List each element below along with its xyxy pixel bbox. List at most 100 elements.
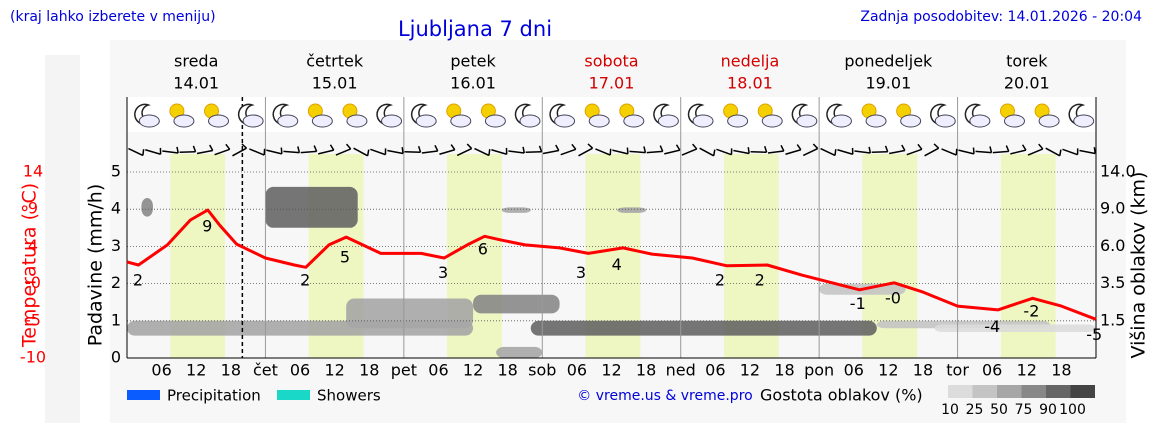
wind-barb xyxy=(820,147,837,157)
title: Ljubljana 7 dni xyxy=(398,17,552,41)
weather-icon xyxy=(861,103,887,128)
x-tick-label: 12 xyxy=(740,361,760,380)
y-tick-label: 4 xyxy=(111,199,121,218)
temperature-extreme-label: 9 xyxy=(202,216,212,235)
cloud xyxy=(727,114,749,128)
barb-shaft xyxy=(664,149,681,155)
barb-shaft xyxy=(992,150,1009,154)
wind-barb xyxy=(128,147,145,157)
day-name: petek xyxy=(450,52,496,71)
wind-barb xyxy=(785,144,802,155)
x-tick-label: 06 xyxy=(705,361,725,380)
weather-icon xyxy=(619,103,645,128)
wind-barb xyxy=(353,147,370,157)
barb-shaft xyxy=(1045,147,1061,157)
barb-shaft xyxy=(699,147,715,157)
barb-shaft xyxy=(560,148,577,156)
density-swatch xyxy=(948,385,973,398)
x-tick-label: 06 xyxy=(982,361,1002,380)
barb-flag xyxy=(192,145,197,153)
temperature-tick-label: -5 xyxy=(25,310,41,329)
cloud xyxy=(588,114,610,128)
barb-flag xyxy=(834,149,837,156)
barb-flag xyxy=(225,143,231,150)
weather-icon xyxy=(1068,103,1095,128)
barb-flag xyxy=(1005,145,1010,152)
day-name: sreda xyxy=(174,52,218,71)
wind-barb xyxy=(560,143,577,156)
wind-barb xyxy=(733,147,750,155)
weather-icon xyxy=(342,103,368,128)
cloud xyxy=(796,114,818,128)
x-tick-label: tor xyxy=(946,361,969,380)
y-tick-label: 5 xyxy=(111,162,121,181)
barb-flag xyxy=(659,145,664,152)
day-date: 14.01 xyxy=(173,74,219,93)
weather-icon xyxy=(376,103,403,128)
weather-icon xyxy=(826,103,852,128)
barb-flag xyxy=(571,143,577,150)
wind-barb xyxy=(975,146,993,154)
barb-flag xyxy=(989,146,993,153)
barb-shaft xyxy=(802,147,819,157)
density-label: 100 xyxy=(1059,402,1086,418)
cloud xyxy=(830,114,852,128)
barb-flag xyxy=(643,146,647,153)
barb-flag xyxy=(1059,149,1062,156)
barb-shaft xyxy=(854,150,871,154)
barb-flag xyxy=(933,143,940,149)
day-date: 15.01 xyxy=(312,74,358,93)
update-time: Zadnja posodobitev: 14.01.2026 - 20:04 xyxy=(860,9,1142,25)
day-date: 19.01 xyxy=(865,74,911,93)
weather-icon xyxy=(446,103,472,128)
precipitation-axis-title: Padavine (mm/h) xyxy=(85,184,107,347)
barb-shaft xyxy=(421,150,438,154)
barb-shaft xyxy=(629,150,646,154)
cloud xyxy=(1073,114,1095,128)
wind-barb xyxy=(871,145,889,153)
weather-icon xyxy=(549,103,576,128)
cloud-area xyxy=(141,198,153,217)
barb-flag xyxy=(955,148,958,156)
barb-shaft xyxy=(820,147,836,157)
weather-icon xyxy=(237,103,264,128)
cloud xyxy=(934,114,956,128)
cloud xyxy=(554,114,576,128)
weather-icon xyxy=(514,103,541,128)
barb-shaft xyxy=(681,148,698,156)
cloud-height-tick-label: 9.0 xyxy=(1100,199,1125,218)
barb-flag xyxy=(764,145,768,153)
cloud xyxy=(381,114,403,128)
barb-flag xyxy=(209,144,214,151)
barb-flag xyxy=(692,143,698,150)
temperature-extreme-label: -4 xyxy=(984,317,1000,336)
weather-icon xyxy=(272,103,299,128)
day-name: sobota xyxy=(584,52,638,71)
barb-shaft xyxy=(353,147,368,157)
cloud xyxy=(311,114,333,128)
cloud xyxy=(346,114,368,128)
wind-barb xyxy=(750,145,768,153)
wind-barb xyxy=(508,146,525,154)
day-date: 18.01 xyxy=(727,74,773,93)
weather-icon xyxy=(653,103,679,128)
barb-shaft xyxy=(785,149,802,155)
barb-shaft xyxy=(837,149,853,155)
wind-barb xyxy=(767,144,785,154)
barb-shaft xyxy=(162,150,179,154)
wind-barb xyxy=(300,145,318,154)
barb-flag xyxy=(712,149,716,156)
barb-shaft xyxy=(906,148,923,156)
barb-shaft xyxy=(975,150,992,154)
barb-flag xyxy=(868,146,872,154)
x-tick-label: 06 xyxy=(844,361,864,380)
density-swatch xyxy=(1070,385,1095,398)
barb-shaft xyxy=(889,149,906,155)
barb-shaft xyxy=(767,150,784,154)
barb-flag xyxy=(812,143,819,150)
barb-flag xyxy=(384,148,387,155)
wind-barb xyxy=(387,147,404,155)
temperature-extreme-label: 2 xyxy=(133,271,143,290)
barb-flag xyxy=(401,147,404,154)
cloud xyxy=(1038,114,1060,128)
